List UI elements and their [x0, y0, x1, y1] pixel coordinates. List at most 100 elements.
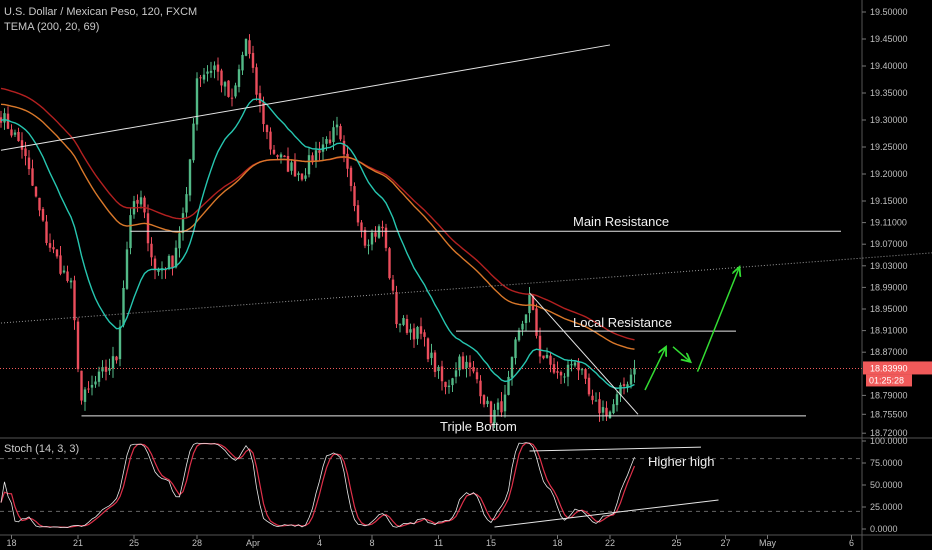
- bearish-candle: [146, 213, 150, 244]
- time-tick-label: 27: [720, 538, 730, 548]
- stoch-tick-label: 25.0000: [870, 502, 903, 512]
- bearish-candle: [479, 380, 482, 397]
- time-tick-label: 6: [849, 538, 854, 548]
- price-tick-label: 19.11000: [870, 218, 907, 228]
- bullish-candle: [97, 371, 101, 382]
- bearish-candle: [419, 326, 423, 334]
- bearish-candle: [426, 338, 430, 360]
- bearish-candle: [55, 249, 59, 257]
- bullish-candle: [234, 85, 237, 97]
- bearish-candle: [461, 356, 465, 370]
- bearish-candle: [405, 319, 409, 333]
- time-tick-label: 4: [317, 538, 322, 548]
- bullish-candle: [111, 356, 115, 369]
- price-tick-label: 18.72000: [870, 428, 908, 438]
- price-tick-label: 19.03000: [870, 261, 908, 271]
- price-tick-label: 18.99000: [870, 282, 908, 292]
- price-tick-label: 19.40000: [870, 61, 908, 71]
- bearish-candle: [584, 369, 587, 379]
- bullish-candle: [629, 374, 633, 385]
- bullish-candle: [563, 376, 566, 378]
- bearish-candle: [59, 255, 62, 274]
- bullish-candle: [209, 70, 213, 73]
- bearish-candle: [356, 205, 360, 223]
- bearish-candle: [440, 366, 444, 382]
- bullish-candle: [510, 356, 514, 378]
- bearish-candle: [265, 125, 269, 133]
- bearish-candle: [24, 148, 27, 157]
- bearish-candle: [73, 280, 76, 321]
- bullish-candle: [573, 362, 577, 366]
- time-tick-label: 11: [434, 538, 443, 548]
- bearish-candle: [80, 370, 83, 401]
- bullish-candle: [626, 384, 629, 388]
- bullish-candle: [202, 74, 206, 80]
- bullish-candle: [465, 361, 468, 368]
- price-tick-label: 18.79000: [870, 390, 908, 400]
- bearish-candle: [318, 150, 321, 153]
- price-tick-label: 19.15000: [870, 196, 908, 206]
- current-price-badge: [863, 361, 932, 375]
- bearish-candle: [577, 361, 580, 371]
- bullish-candle: [430, 352, 433, 359]
- time-tick-label: 18: [6, 538, 16, 548]
- bearish-candle: [171, 255, 174, 268]
- bearish-candle: [468, 362, 472, 368]
- bullish-candle: [332, 127, 335, 143]
- bullish-candle: [447, 385, 451, 388]
- bearish-candle: [482, 395, 486, 405]
- time-tick-label: 22: [605, 538, 615, 548]
- bullish-candle: [185, 194, 188, 213]
- bullish-candle: [192, 123, 195, 161]
- bearish-candle: [353, 186, 356, 206]
- bullish-candle: [321, 144, 325, 152]
- bearish-candle: [300, 173, 304, 180]
- bearish-candle: [535, 308, 538, 336]
- price-tick-label: 18.87000: [870, 347, 908, 357]
- bullish-candle: [528, 294, 531, 314]
- bullish-candle: [90, 384, 94, 388]
- stoch-k-line: [0, 442, 635, 528]
- bullish-candle: [237, 69, 241, 87]
- stoch-legend[interactable]: Stoch (14, 3, 3): [4, 443, 80, 455]
- price-tick-label: 19.45000: [870, 34, 908, 44]
- time-tick-label: 8: [369, 538, 374, 548]
- price-tick-label: 19.20000: [870, 169, 908, 179]
- bearish-candle: [10, 129, 13, 136]
- bullish-candle: [62, 270, 66, 273]
- bullish-candle: [244, 38, 248, 56]
- bearish-candle: [598, 399, 601, 414]
- bullish-candle: [570, 364, 573, 366]
- bullish-candle: [402, 318, 405, 325]
- bullish-candle: [486, 400, 489, 405]
- bearish-candle: [293, 161, 297, 177]
- price-tick-label: 18.75500: [870, 409, 908, 419]
- time-tick-label: 15: [486, 538, 496, 548]
- annotation-label: Local Resistance: [573, 315, 672, 330]
- bearish-candle: [262, 102, 265, 125]
- bullish-candle: [279, 154, 283, 158]
- bullish-candle: [615, 394, 619, 406]
- indicator-legend[interactable]: TEMA (200, 20, 69): [4, 21, 100, 33]
- annotation-label: Triple Bottom: [440, 419, 517, 434]
- bearish-candle: [475, 372, 479, 380]
- stoch-tick-label: 100.0000: [870, 436, 908, 446]
- bearish-candle: [255, 67, 258, 95]
- bullish-candle: [493, 409, 496, 424]
- bearish-candle: [531, 295, 535, 311]
- bullish-candle: [223, 82, 227, 87]
- bullish-candle: [174, 247, 178, 268]
- price-tick-label: 19.25000: [870, 142, 908, 152]
- bearish-candle: [591, 395, 594, 401]
- bullish-candle: [325, 139, 328, 144]
- bearish-candle: [559, 372, 563, 376]
- bearish-candle: [227, 80, 230, 97]
- stoch-trendline-lower: [494, 499, 719, 528]
- bullish-candle: [307, 155, 311, 175]
- bullish-candle: [524, 314, 528, 323]
- bullish-candle: [139, 197, 143, 205]
- bearish-candle: [346, 153, 349, 169]
- bearish-candle: [66, 271, 69, 281]
- bearish-candle: [27, 157, 31, 170]
